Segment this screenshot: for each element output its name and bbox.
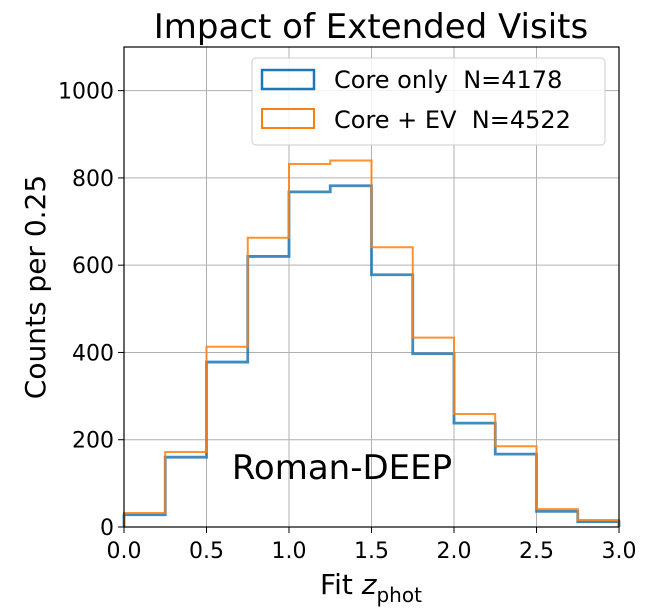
- histogram-step-core-ev: [123, 159, 620, 527]
- legend-label-core-ev: Core + EV N=4522: [334, 106, 571, 134]
- legend: Core only N=4178 Core + EV N=4522: [251, 57, 606, 146]
- y-tick-label: 0: [100, 516, 114, 541]
- y-tick-label: 600: [72, 254, 114, 279]
- x-tick-label: 0.0: [107, 539, 142, 564]
- x-tick-label: 1.5: [354, 539, 389, 564]
- dataset-annotation: Roman-DEEP: [232, 448, 452, 488]
- legend-swatch-core-only: [260, 68, 316, 91]
- y-tick-label: 200: [72, 429, 114, 454]
- x-tick-label: 2.5: [519, 539, 554, 564]
- x-axis-title-variable: z: [361, 568, 378, 601]
- y-axis-ticks: 0 200 400 600 800 1000: [58, 80, 124, 541]
- x-tick-label: 0.5: [189, 539, 224, 564]
- x-axis-title: Fit zphot: [320, 568, 422, 607]
- x-axis-title-subscript: phot: [376, 583, 422, 607]
- x-tick-label: 3.0: [602, 539, 637, 564]
- x-tick-label: 2.0: [437, 539, 472, 564]
- y-axis-title: Counts per 0.25: [19, 175, 52, 399]
- y-tick-label: 400: [72, 341, 114, 366]
- x-tick-label: 1.0: [272, 539, 307, 564]
- y-tick-label: 800: [72, 167, 114, 192]
- legend-swatch-core-ev: [261, 108, 315, 129]
- histogram-series: [122, 159, 621, 527]
- x-axis-title-prefix: Fit: [320, 568, 362, 601]
- x-axis-ticks: 0.0 0.5 1.0 1.5 2.0 2.5 3.0: [107, 527, 637, 564]
- legend-box: [251, 57, 606, 146]
- legend-label-core-only: Core only N=4178: [334, 66, 562, 94]
- chart-title: Impact of Extended Visits: [154, 7, 588, 47]
- y-tick-label: 1000: [58, 80, 114, 105]
